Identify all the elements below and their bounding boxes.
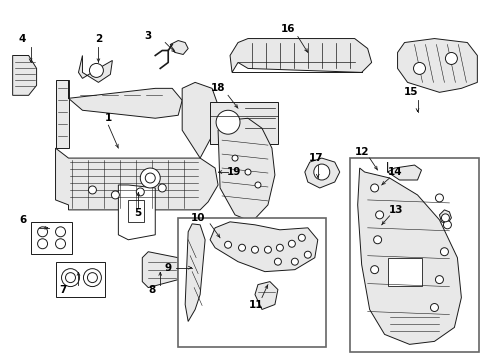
Polygon shape: [170, 41, 188, 54]
Polygon shape: [55, 80, 69, 148]
Circle shape: [111, 191, 120, 199]
Circle shape: [140, 168, 160, 188]
Polygon shape: [185, 224, 205, 321]
Text: 4: 4: [19, 33, 26, 44]
Polygon shape: [69, 80, 182, 118]
Circle shape: [276, 244, 283, 251]
Circle shape: [314, 164, 330, 180]
Polygon shape: [358, 168, 462, 345]
Polygon shape: [440, 210, 451, 224]
Circle shape: [55, 227, 66, 237]
Polygon shape: [13, 55, 37, 95]
Circle shape: [441, 214, 449, 222]
Bar: [55, 262, 105, 297]
Bar: [350, 158, 479, 352]
Circle shape: [66, 273, 75, 283]
Polygon shape: [78, 55, 112, 82]
Text: 11: 11: [249, 300, 263, 310]
Circle shape: [90, 63, 103, 77]
Circle shape: [274, 258, 281, 265]
Circle shape: [374, 236, 382, 244]
Polygon shape: [218, 118, 275, 222]
Circle shape: [87, 273, 98, 283]
Bar: [210, 102, 278, 144]
Bar: [388, 258, 422, 285]
Text: 9: 9: [165, 263, 172, 273]
Text: 13: 13: [388, 205, 403, 215]
Circle shape: [289, 240, 295, 247]
Polygon shape: [388, 162, 421, 180]
Circle shape: [232, 155, 238, 161]
Text: 2: 2: [95, 33, 102, 44]
Text: 12: 12: [354, 147, 369, 157]
Text: 6: 6: [19, 215, 26, 225]
Circle shape: [145, 173, 155, 183]
Circle shape: [239, 244, 245, 251]
Circle shape: [292, 258, 298, 265]
Circle shape: [245, 169, 251, 175]
Text: 19: 19: [227, 167, 241, 177]
Text: 18: 18: [211, 84, 225, 93]
Circle shape: [298, 234, 305, 241]
Circle shape: [224, 241, 232, 248]
Circle shape: [376, 211, 384, 219]
Polygon shape: [142, 252, 178, 288]
Circle shape: [38, 227, 48, 237]
Polygon shape: [397, 39, 477, 92]
Text: 16: 16: [281, 24, 295, 33]
Polygon shape: [182, 82, 218, 158]
Polygon shape: [210, 222, 318, 272]
Text: 8: 8: [148, 284, 156, 294]
Circle shape: [251, 246, 258, 253]
Circle shape: [436, 276, 443, 284]
Bar: [30, 222, 73, 254]
Circle shape: [431, 303, 439, 311]
Circle shape: [83, 269, 101, 287]
Circle shape: [370, 184, 379, 192]
Circle shape: [55, 239, 66, 249]
Text: 17: 17: [309, 153, 323, 163]
Circle shape: [304, 251, 311, 258]
Circle shape: [414, 62, 425, 75]
Text: 3: 3: [145, 31, 152, 41]
Circle shape: [38, 239, 48, 249]
Text: 14: 14: [388, 167, 403, 177]
Polygon shape: [230, 39, 371, 72]
Circle shape: [441, 248, 448, 256]
Polygon shape: [255, 282, 278, 310]
Text: 7: 7: [59, 284, 66, 294]
Text: 5: 5: [135, 208, 142, 218]
Polygon shape: [305, 158, 340, 188]
Circle shape: [62, 269, 79, 287]
Circle shape: [89, 186, 97, 194]
Bar: [128, 200, 144, 222]
Text: 1: 1: [105, 113, 112, 123]
Polygon shape: [119, 185, 155, 240]
Circle shape: [265, 246, 271, 253]
Circle shape: [445, 53, 457, 64]
Text: 10: 10: [191, 213, 205, 223]
Circle shape: [136, 188, 144, 196]
Polygon shape: [55, 148, 218, 210]
Circle shape: [255, 182, 261, 188]
Circle shape: [158, 184, 166, 192]
Circle shape: [216, 110, 240, 134]
Circle shape: [436, 194, 443, 202]
Bar: [178, 218, 326, 347]
Text: 15: 15: [404, 87, 419, 97]
Circle shape: [443, 221, 451, 229]
Circle shape: [370, 266, 379, 274]
